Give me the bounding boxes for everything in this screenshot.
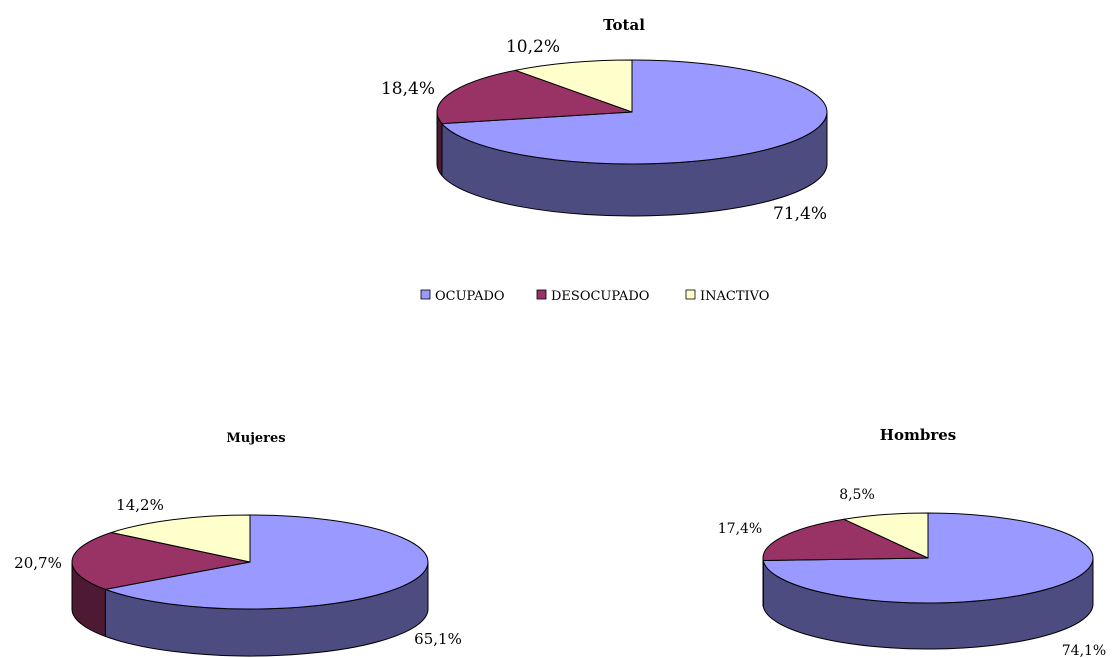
pie-chart-hombres: Hombres 74,1% 17,4% 8,5%	[718, 426, 1106, 658]
slice-label-inactivo: 8,5%	[839, 487, 875, 503]
legend-label-ocupado: OCUPADO	[435, 289, 505, 304]
slice-label-ocupado: 74,1%	[1062, 643, 1106, 658]
pie-slice-inactivo	[514, 59, 633, 113]
slice-label-ocupado: 71,4%	[773, 204, 827, 224]
chart-legend: OCUPADO DESOCUPADO INACTIVO	[420, 289, 769, 304]
pie-chart-mujeres: Mujeres 65,1% 20,7% 14,2%	[14, 431, 462, 657]
slice-label-inactivo: 14,2%	[116, 496, 164, 514]
pie-slice-inactivo	[843, 512, 929, 559]
legend-label-desocupado: DESOCUPADO	[551, 289, 649, 304]
pie-slice-inactivo	[110, 514, 251, 563]
pie-slice-ocupado	[441, 59, 828, 165]
chart-title-total: Total	[603, 16, 645, 34]
slice-label-desocupado: 20,7%	[14, 554, 62, 572]
slice-label-ocupado: 65,1%	[414, 630, 462, 648]
pie-slice-desocupado	[762, 518, 929, 562]
chart-title-hombres: Hombres	[880, 426, 956, 444]
pie-slice-ocupado	[104, 514, 429, 610]
pie-chart-total: Total 71,4% 18,4% 10,2%	[381, 16, 828, 224]
slice-label-desocupado: 18,4%	[381, 79, 435, 99]
pie-slice-desocupado	[71, 532, 251, 590]
legend-swatch-ocupado	[420, 289, 431, 300]
legend-swatch-desocupado	[536, 289, 547, 300]
pie-slice-desocupado	[436, 69, 633, 125]
slice-label-desocupado: 17,4%	[718, 521, 762, 537]
legend-swatch-inactivo	[685, 289, 696, 300]
legend-label-inactivo: INACTIVO	[700, 289, 769, 304]
chart-title-mujeres: Mujeres	[226, 431, 285, 446]
slice-label-inactivo: 10,2%	[506, 37, 560, 57]
